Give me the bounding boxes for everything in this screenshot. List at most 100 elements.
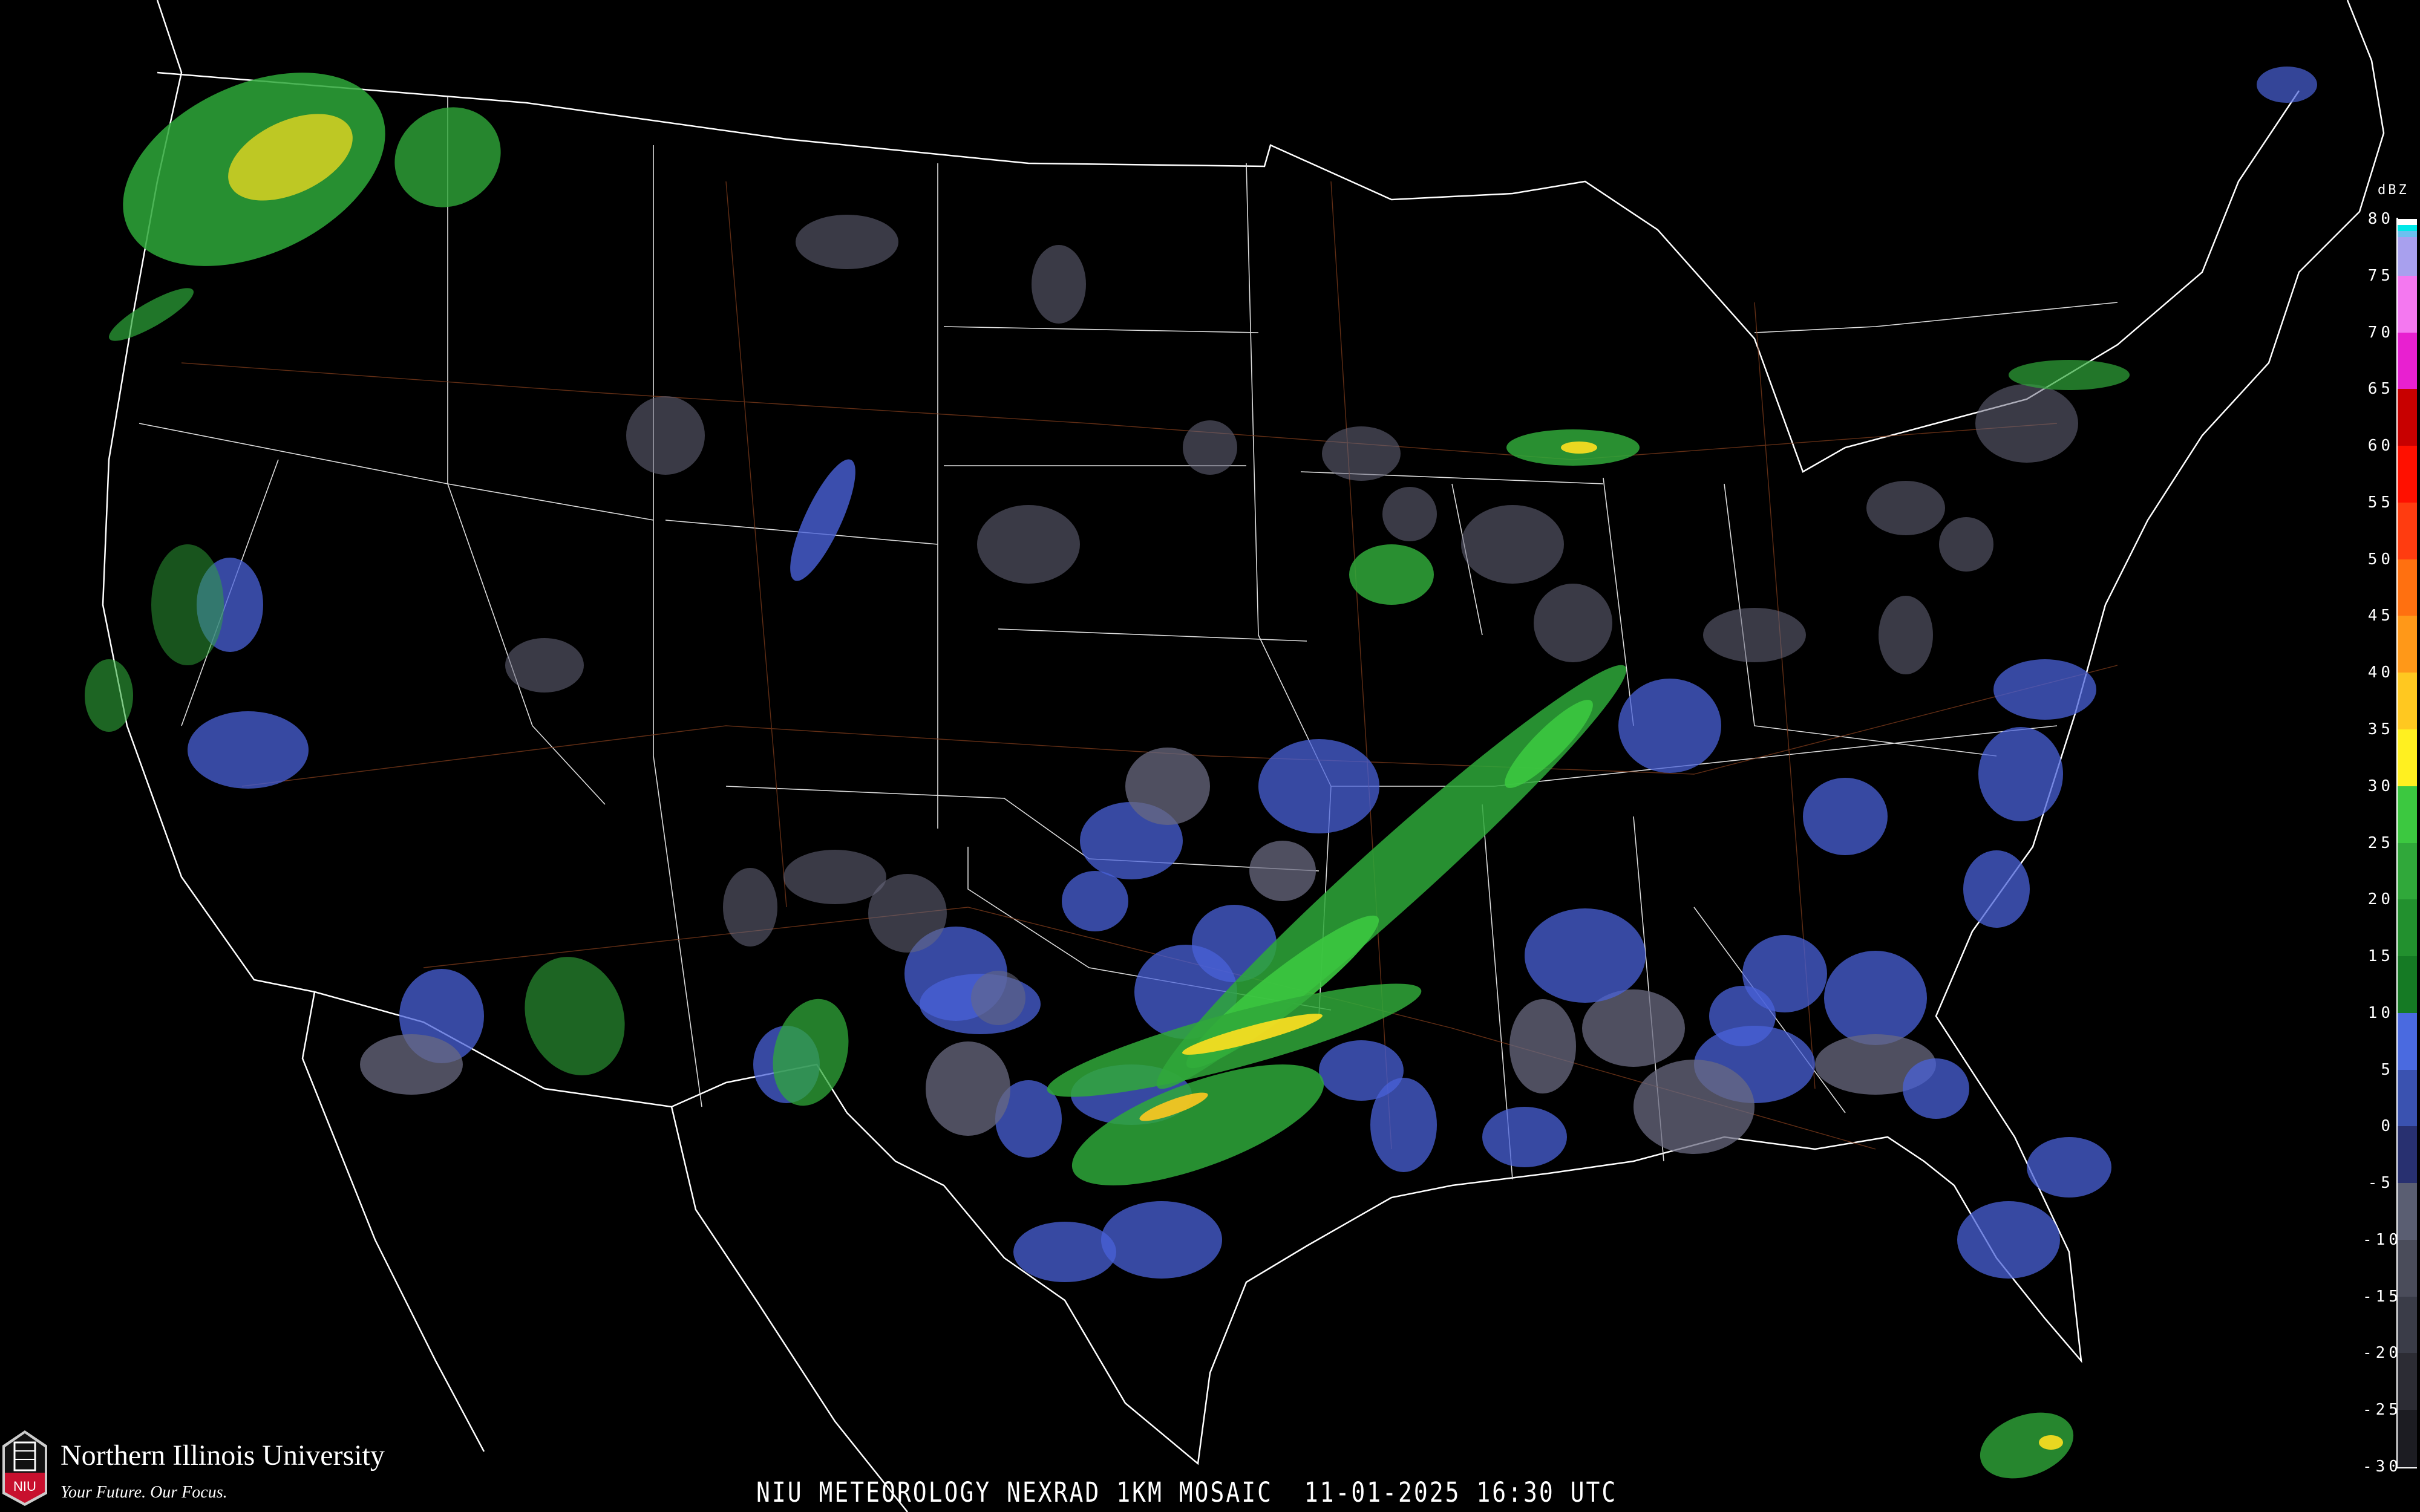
radar-echo [1742,935,1827,1012]
legend-band [2398,842,2417,901]
radar-echo [109,288,194,341]
legend-band [2398,616,2417,674]
radar-echo [1322,426,1401,481]
legend-tick-label: -10 [2363,1230,2402,1249]
radar-echo [1139,1092,1208,1121]
legend-tick-label: 5 [2381,1060,2394,1079]
legend-tick-label: -25 [2363,1401,2402,1419]
radar-echo [85,659,133,732]
mexico-border [301,991,908,1512]
legend-tick-label: 65 [2367,380,2394,399]
legend-tick-label: -20 [2363,1344,2402,1363]
radar-echo [723,868,777,947]
radar-echo [1183,420,1237,475]
radar-echo [505,638,584,692]
radar-echo [796,215,898,269]
university-name: Northern Illinois University [60,1439,385,1471]
radar-echo [1703,608,1806,662]
legend-band [2398,956,2417,1014]
radar-echo [1866,481,1945,535]
legend-band-cap [2398,231,2417,237]
radar-echo [525,957,625,1075]
legend-tick-label: -15 [2363,1287,2402,1306]
mosaic-title: NIU METEOROLOGY NEXRAD 1KM MOSAIC 11-01-… [756,1476,1618,1508]
radar-echo [2039,1435,2063,1450]
niu-shield-icon: NIU [2,1430,47,1506]
legend-band [2398,1069,2417,1127]
radar-echo [1461,505,1564,584]
radar-echo [977,505,1080,584]
radar-echo [1980,1412,2074,1479]
radar-echo [1525,908,1646,1003]
radar-echo [1101,1201,1222,1279]
radar-echo [1634,1060,1754,1154]
legend-tick-label: 10 [2367,1003,2394,1022]
legend-band [2398,1353,2417,1411]
radar-echo [995,1080,1062,1158]
radar-echo [1349,544,1434,605]
radar-echo [2027,1137,2111,1198]
radar-echo [790,459,855,581]
legend-tick-label: 50 [2367,550,2394,569]
radar-echoes [85,67,2317,1479]
radar-echo [1582,989,1685,1067]
radar-echo [1482,1107,1567,1167]
legend-tick-label: 35 [2367,720,2394,738]
radar-echo [1978,727,2063,821]
legend-tick-label: 70 [2367,323,2394,342]
legend-band [2398,1239,2417,1297]
legend-tick-label: 25 [2367,833,2394,852]
legend-band [2398,332,2417,390]
legend-frame [2396,218,2417,1468]
radar-echo [1903,1058,1969,1119]
radar-echo [1963,850,2030,928]
legend-band [2398,1012,2417,1070]
legend-tick-label: 45 [2367,607,2394,625]
radar-echo [1939,517,1993,572]
radar-echo [1824,951,1927,1045]
canada-border [157,71,2300,473]
radar-echo [1803,778,1888,855]
radar-echo [1071,1064,1324,1185]
legend-band [2398,1183,2417,1240]
legend-tick-label: 75 [2367,266,2394,285]
radar-echo [1975,384,2078,463]
legend-band [2398,786,2417,844]
legend-tick-label: 55 [2367,493,2394,512]
legend-band [2398,275,2417,333]
radar-echo [626,396,705,475]
legend-tick-label: 0 [2381,1117,2394,1136]
radar-echo [868,874,947,953]
radar-echo [2009,360,2130,390]
radar-echo [394,107,501,207]
radar-echo [783,850,886,904]
radar-echo [773,999,849,1106]
radar-echo [151,544,224,665]
radar-echo [1534,584,1612,662]
legend-tick-label: 20 [2367,890,2394,909]
legend-band-cap [2398,219,2417,225]
radar-echo [1561,442,1597,454]
radar-echo [1258,739,1379,833]
legend-band [2398,446,2417,503]
legend-tick-label: 30 [2367,777,2394,795]
legend-tick-label: 60 [2367,437,2394,455]
legend-tick-label: 80 [2367,210,2394,228]
radar-echo [1125,748,1210,825]
radar-echo [2257,67,2317,103]
radar-echo [228,114,353,201]
radar-echo [1879,596,1933,674]
legend-band [2398,1410,2417,1467]
radar-echo [1957,1201,2060,1279]
legend-unit-label: dBZ [2378,183,2409,198]
radar-echo [1382,487,1437,541]
legend-band [2398,899,2417,957]
legend-tick-label: -30 [2363,1458,2402,1476]
legend-band [2398,1296,2417,1354]
radar-echo [188,711,309,789]
legend-band [2398,559,2417,617]
legend-band [2398,729,2417,787]
radar-echo [1182,1014,1323,1055]
legend-band [2398,502,2417,560]
